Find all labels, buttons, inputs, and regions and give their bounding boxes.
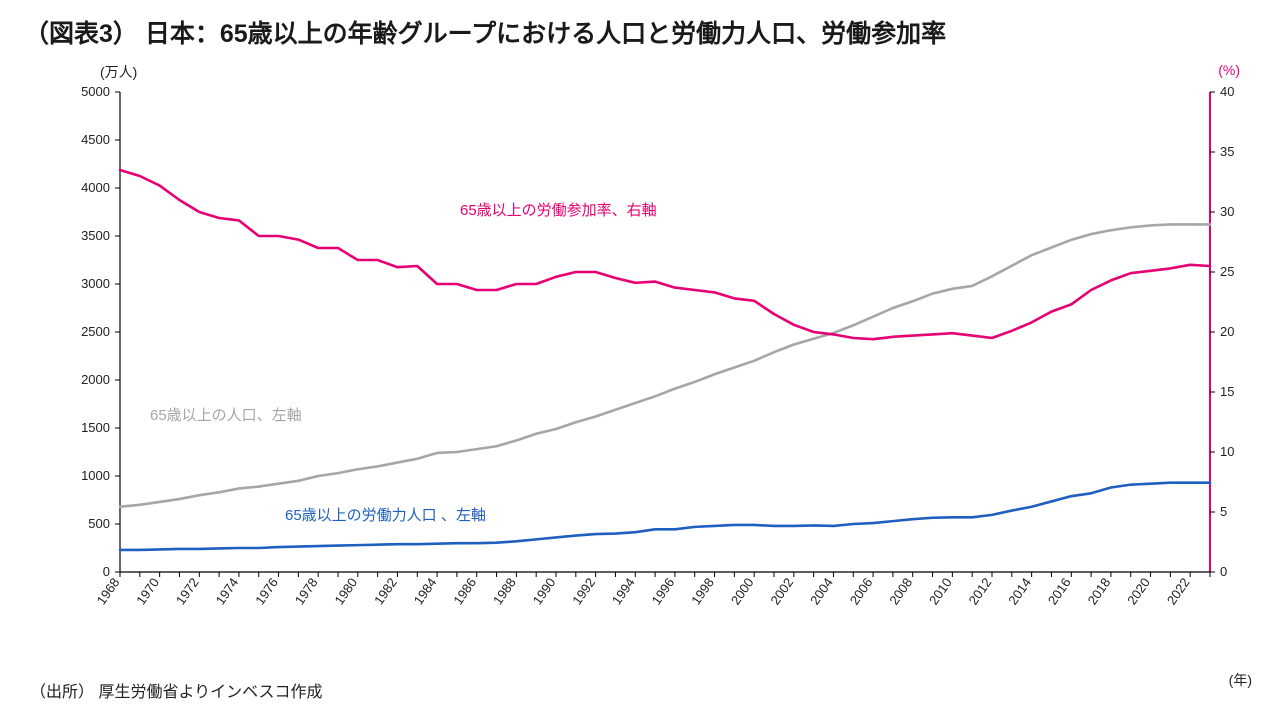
svg-text:1990: 1990 xyxy=(530,575,559,607)
svg-text:4000: 4000 xyxy=(81,180,110,195)
svg-text:1970: 1970 xyxy=(133,575,162,607)
series-label-population: 65歳以上の人口、左軸 xyxy=(150,407,302,424)
svg-text:1984: 1984 xyxy=(411,575,440,607)
svg-text:35: 35 xyxy=(1220,144,1234,159)
series-label-labor_force: 65歳以上の労働力人口 、左軸 xyxy=(285,507,486,524)
svg-text:20: 20 xyxy=(1220,324,1234,339)
svg-text:1972: 1972 xyxy=(173,575,202,607)
svg-text:30: 30 xyxy=(1220,204,1234,219)
svg-text:2002: 2002 xyxy=(767,575,796,607)
svg-text:25: 25 xyxy=(1220,264,1234,279)
svg-text:2000: 2000 xyxy=(728,575,757,607)
series-labor_force xyxy=(120,483,1210,550)
svg-text:1996: 1996 xyxy=(648,575,677,607)
svg-text:1968: 1968 xyxy=(94,575,123,607)
svg-text:2018: 2018 xyxy=(1084,575,1113,607)
svg-text:2004: 2004 xyxy=(807,575,836,607)
svg-text:1980: 1980 xyxy=(331,575,360,607)
svg-text:2022: 2022 xyxy=(1164,575,1193,607)
series-label-participation_rate: 65歳以上の労働参加率、右軸 xyxy=(460,202,657,219)
svg-text:2010: 2010 xyxy=(926,575,955,607)
svg-text:3500: 3500 xyxy=(81,228,110,243)
svg-text:3000: 3000 xyxy=(81,276,110,291)
svg-text:2014: 2014 xyxy=(1005,575,1034,607)
svg-text:2020: 2020 xyxy=(1124,575,1153,607)
svg-text:5: 5 xyxy=(1220,504,1227,519)
svg-text:2008: 2008 xyxy=(886,575,915,607)
svg-text:1992: 1992 xyxy=(569,575,598,607)
svg-text:1000: 1000 xyxy=(81,468,110,483)
svg-text:1500: 1500 xyxy=(81,420,110,435)
svg-text:1982: 1982 xyxy=(371,575,400,607)
svg-text:2500: 2500 xyxy=(81,324,110,339)
svg-text:1988: 1988 xyxy=(490,575,519,607)
svg-text:1998: 1998 xyxy=(688,575,717,607)
svg-text:1994: 1994 xyxy=(609,575,638,607)
svg-text:2016: 2016 xyxy=(1045,575,1074,607)
series-population xyxy=(120,224,1210,506)
svg-text:40: 40 xyxy=(1220,84,1234,99)
svg-text:1978: 1978 xyxy=(292,575,321,607)
svg-text:2012: 2012 xyxy=(966,575,995,607)
y-left-unit-label: (万人) xyxy=(100,62,137,82)
y-right-unit-label: (%) xyxy=(1218,62,1240,78)
svg-text:1974: 1974 xyxy=(212,575,241,607)
svg-text:4500: 4500 xyxy=(81,132,110,147)
svg-text:2000: 2000 xyxy=(81,372,110,387)
source-note: （出所） 厚生労働省よりインベスコ作成 xyxy=(30,678,322,702)
x-axis-unit-label: (年) xyxy=(1229,670,1252,690)
svg-text:1986: 1986 xyxy=(450,575,479,607)
svg-text:10: 10 xyxy=(1220,444,1234,459)
svg-text:500: 500 xyxy=(88,516,110,531)
line-chart: 0 500 1000 1500 2000 2500 3000 3500 4000 4500 5000… xyxy=(0,80,1280,660)
svg-text:5000: 5000 xyxy=(81,84,110,99)
svg-text:2006: 2006 xyxy=(847,575,876,607)
svg-text:0: 0 xyxy=(1220,564,1227,579)
series-participation_rate xyxy=(120,170,1210,339)
chart-title: （図表3） 日本：65歳以上の年齢グループにおける人口と労働力人口、労働参加率 xyxy=(24,14,946,50)
svg-text:15: 15 xyxy=(1220,384,1234,399)
svg-text:1976: 1976 xyxy=(252,575,281,607)
